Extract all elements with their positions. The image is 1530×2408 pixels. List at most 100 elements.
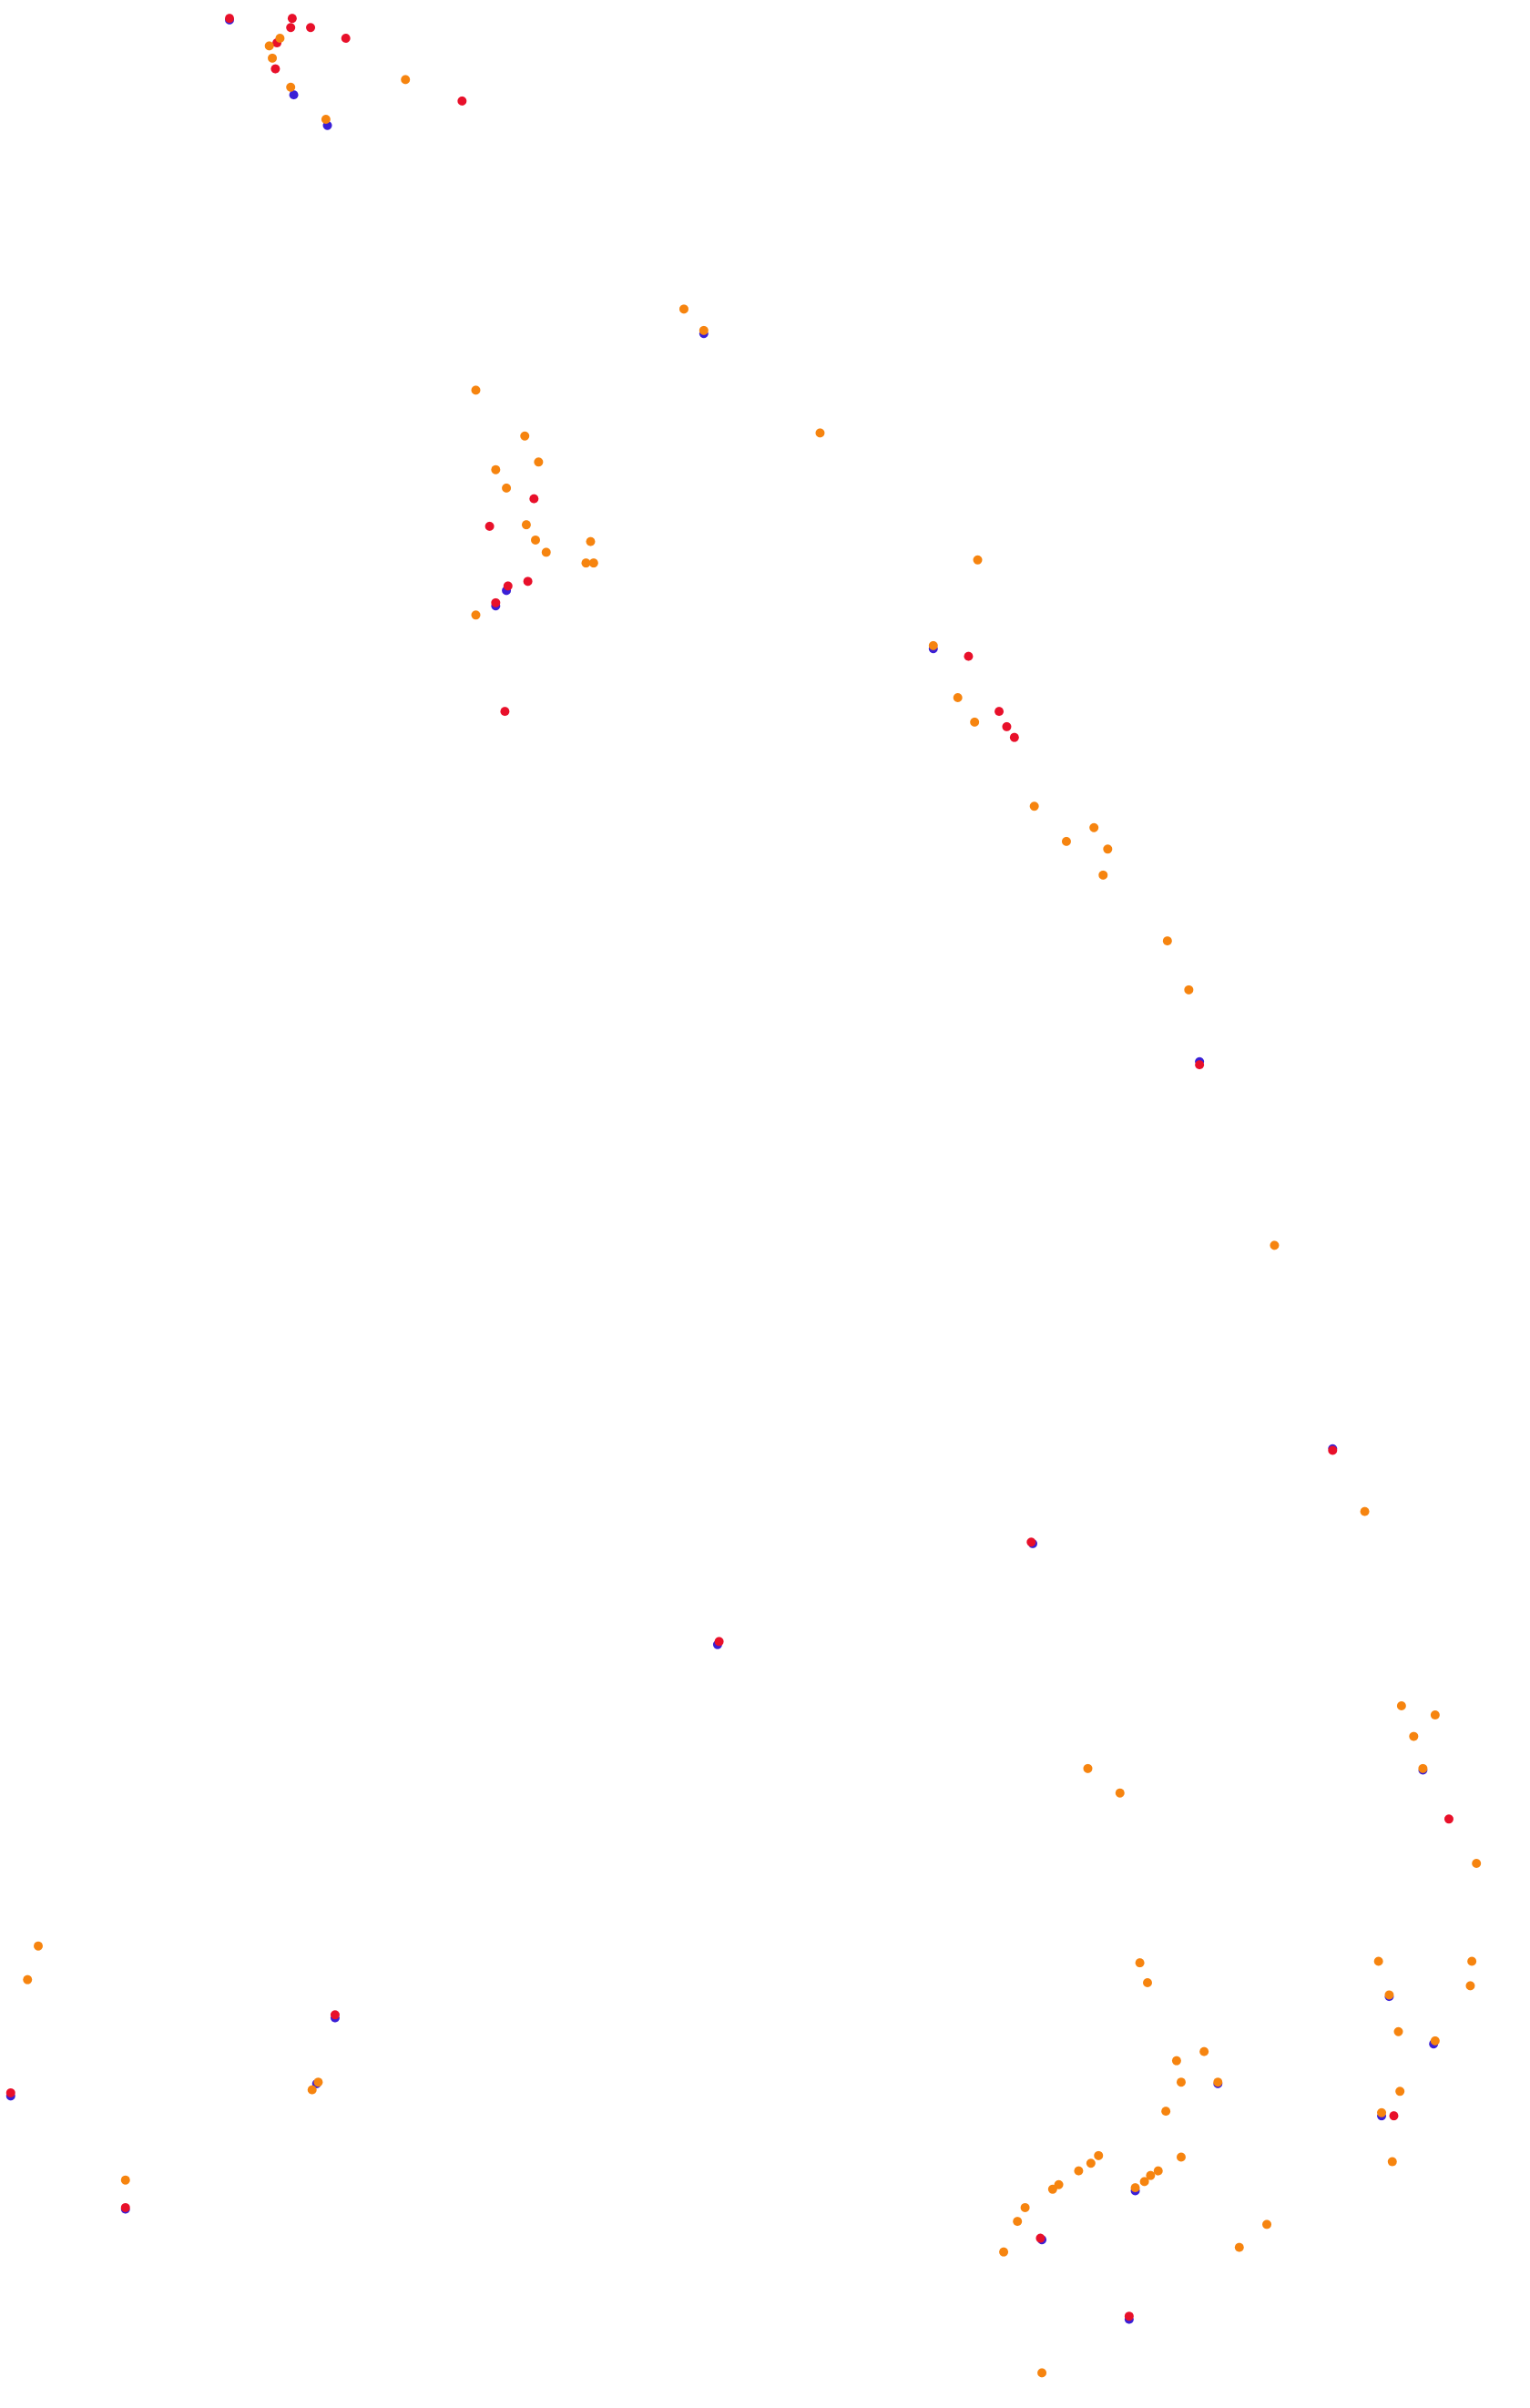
point bbox=[401, 75, 411, 85]
point bbox=[678, 304, 688, 314]
point bbox=[1089, 822, 1099, 832]
point bbox=[953, 692, 963, 702]
point bbox=[1115, 1788, 1125, 1798]
point bbox=[1124, 2311, 1134, 2321]
point bbox=[1467, 1956, 1477, 1966]
point bbox=[994, 707, 1005, 717]
point bbox=[1430, 2036, 1440, 2046]
point bbox=[1395, 2087, 1405, 2097]
point bbox=[289, 90, 299, 100]
point bbox=[1035, 2233, 1046, 2243]
point bbox=[928, 640, 938, 650]
point bbox=[225, 14, 234, 24]
point bbox=[1103, 844, 1113, 854]
point bbox=[330, 2010, 340, 2020]
point bbox=[1130, 2183, 1140, 2193]
point bbox=[520, 431, 530, 441]
point bbox=[1171, 2056, 1181, 2066]
point bbox=[1098, 870, 1108, 880]
point bbox=[534, 457, 544, 467]
point bbox=[1009, 732, 1019, 742]
point bbox=[120, 2175, 130, 2185]
point bbox=[1083, 1763, 1093, 1773]
point bbox=[1360, 1506, 1370, 1516]
point bbox=[306, 23, 316, 33]
point bbox=[1029, 801, 1039, 811]
point bbox=[503, 581, 513, 591]
point bbox=[268, 53, 278, 63]
point bbox=[1047, 2184, 1057, 2194]
point bbox=[1270, 1240, 1280, 1250]
point bbox=[586, 536, 596, 546]
point bbox=[1074, 2166, 1084, 2176]
point bbox=[1387, 2157, 1397, 2167]
point bbox=[1161, 2107, 1171, 2117]
point bbox=[287, 14, 297, 24]
point bbox=[1184, 985, 1194, 995]
point bbox=[491, 464, 501, 474]
point bbox=[286, 23, 296, 33]
point bbox=[1037, 2368, 1047, 2378]
point bbox=[1139, 2177, 1149, 2187]
point bbox=[1002, 721, 1012, 731]
point bbox=[471, 385, 481, 395]
point bbox=[264, 41, 274, 51]
point bbox=[1135, 1958, 1145, 1968]
point bbox=[1472, 1858, 1482, 1868]
point bbox=[1328, 1445, 1338, 1455]
point bbox=[714, 1637, 724, 1647]
point bbox=[321, 115, 331, 125]
point bbox=[1146, 2170, 1156, 2180]
point bbox=[1389, 2111, 1399, 2121]
point bbox=[23, 1974, 33, 1985]
point bbox=[1026, 1537, 1036, 1547]
point bbox=[1176, 2152, 1186, 2162]
point bbox=[341, 33, 351, 43]
point bbox=[5, 2087, 15, 2097]
point bbox=[1430, 1710, 1440, 1720]
point bbox=[1162, 936, 1172, 946]
point bbox=[1195, 1060, 1205, 1070]
point bbox=[588, 558, 598, 568]
point bbox=[1465, 1981, 1475, 1991]
point bbox=[1153, 2166, 1163, 2176]
point bbox=[1013, 2217, 1023, 2227]
point bbox=[286, 82, 296, 92]
point bbox=[523, 576, 533, 587]
point bbox=[521, 520, 531, 530]
point bbox=[471, 610, 481, 620]
point bbox=[1094, 2150, 1104, 2160]
point bbox=[973, 555, 983, 565]
point bbox=[1396, 1700, 1406, 1710]
point bbox=[815, 428, 825, 438]
point bbox=[1384, 1990, 1394, 2000]
point bbox=[457, 96, 467, 106]
point bbox=[502, 483, 512, 493]
point bbox=[1086, 2158, 1096, 2168]
point bbox=[970, 717, 980, 727]
point bbox=[1213, 2077, 1223, 2087]
point bbox=[1377, 2107, 1387, 2117]
point bbox=[1061, 836, 1071, 846]
point bbox=[270, 64, 280, 74]
point bbox=[1418, 1763, 1428, 1773]
point bbox=[500, 707, 510, 717]
point bbox=[1176, 2077, 1186, 2087]
point bbox=[1393, 2026, 1403, 2036]
point bbox=[1373, 1956, 1383, 1966]
point bbox=[964, 651, 974, 661]
point bbox=[313, 2077, 323, 2087]
point bbox=[34, 1941, 43, 1951]
point bbox=[529, 494, 539, 504]
point bbox=[1443, 1814, 1454, 1824]
point bbox=[491, 597, 501, 607]
point bbox=[531, 535, 540, 545]
point bbox=[541, 547, 551, 557]
point bbox=[1020, 2202, 1030, 2212]
point bbox=[1143, 1978, 1152, 1988]
point bbox=[1234, 2242, 1244, 2252]
point bbox=[120, 2202, 130, 2212]
point bbox=[275, 33, 285, 43]
point bbox=[581, 558, 591, 568]
